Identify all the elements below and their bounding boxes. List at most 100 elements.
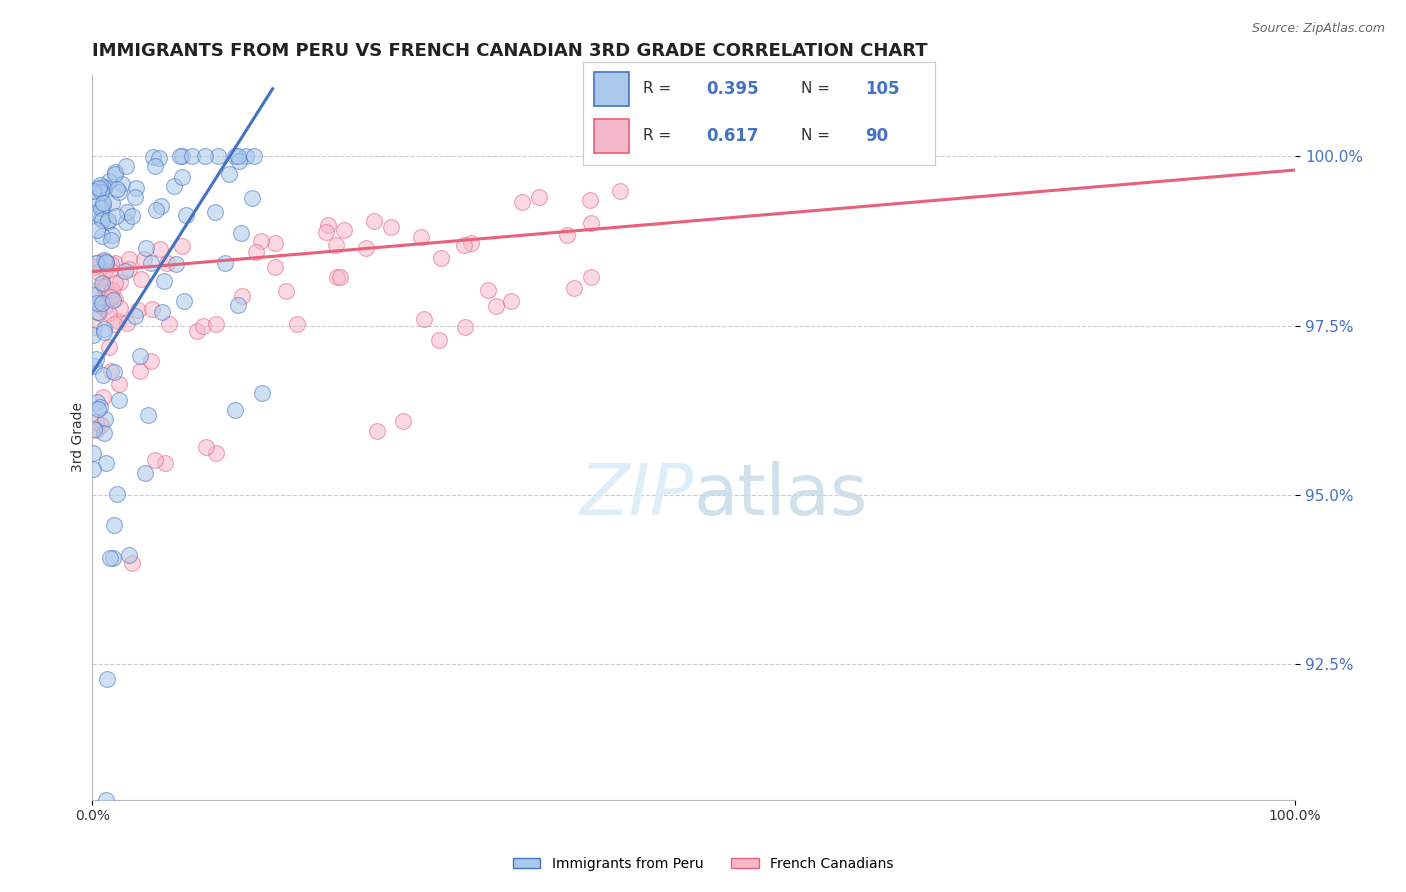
Immigrants from Peru <box>228 149 250 163</box>
French Canadians <box>97 291 120 305</box>
Immigrants from Peru <box>124 181 146 195</box>
Immigrants from Peru <box>148 151 170 165</box>
French Canadians <box>191 318 214 333</box>
French Canadians <box>363 214 385 228</box>
Immigrants from Peru <box>89 178 111 192</box>
Immigrants from Peru <box>104 209 127 223</box>
Immigrants from Peru <box>94 256 117 270</box>
French Canadians <box>205 445 228 459</box>
Immigrants from Peru <box>91 199 114 213</box>
French Canadians <box>392 415 415 429</box>
French Canadians <box>145 453 167 467</box>
French Canadians <box>108 275 131 289</box>
FancyBboxPatch shape <box>593 119 630 153</box>
French Canadians <box>231 289 253 303</box>
French Canadians <box>453 237 475 252</box>
Immigrants from Peru <box>129 349 152 363</box>
Text: 0.617: 0.617 <box>707 127 759 145</box>
French Canadians <box>477 283 499 297</box>
French Canadians <box>499 293 522 308</box>
French Canadians <box>97 306 120 320</box>
French Canadians <box>609 184 631 198</box>
French Canadians <box>555 227 578 242</box>
French Canadians <box>195 441 218 455</box>
French Canadians <box>186 324 208 338</box>
Immigrants from Peru <box>108 393 131 408</box>
Immigrants from Peru <box>89 400 111 414</box>
Immigrants from Peru <box>118 548 141 562</box>
French Canadians <box>412 311 434 326</box>
Immigrants from Peru <box>174 208 197 222</box>
French Canadians <box>94 263 117 277</box>
Immigrants from Peru <box>145 202 167 217</box>
Immigrants from Peru <box>87 182 110 196</box>
Immigrants from Peru <box>224 402 246 417</box>
Immigrants from Peru <box>86 351 108 366</box>
Immigrants from Peru <box>93 325 115 339</box>
French Canadians <box>127 302 149 317</box>
French Canadians <box>157 317 180 331</box>
Immigrants from Peru <box>153 273 176 287</box>
Immigrants from Peru <box>124 309 146 323</box>
Immigrants from Peru <box>172 149 194 163</box>
French Canadians <box>117 316 139 330</box>
Immigrants from Peru <box>240 191 263 205</box>
Y-axis label: 3rd Grade: 3rd Grade <box>72 402 86 473</box>
Immigrants from Peru <box>207 149 229 163</box>
Immigrants from Peru <box>124 190 146 204</box>
Immigrants from Peru <box>194 149 217 163</box>
French Canadians <box>108 376 131 391</box>
Immigrants from Peru <box>173 294 195 309</box>
French Canadians <box>485 299 508 313</box>
French Canadians <box>139 354 162 368</box>
Immigrants from Peru <box>165 257 187 271</box>
Immigrants from Peru <box>94 793 117 807</box>
Immigrants from Peru <box>83 287 105 301</box>
French Canadians <box>89 298 111 312</box>
Immigrants from Peru <box>93 425 115 440</box>
Immigrants from Peru <box>143 160 166 174</box>
Immigrants from Peru <box>83 206 105 220</box>
Immigrants from Peru <box>134 467 156 481</box>
Immigrants from Peru <box>96 672 118 686</box>
French Canadians <box>325 238 347 252</box>
Immigrants from Peru <box>83 422 105 436</box>
French Canadians <box>91 277 114 291</box>
Text: 0.395: 0.395 <box>707 79 759 97</box>
Immigrants from Peru <box>87 197 110 211</box>
French Canadians <box>155 255 177 269</box>
French Canadians <box>249 234 271 248</box>
French Canadians <box>86 423 108 437</box>
Immigrants from Peru <box>101 551 124 566</box>
Immigrants from Peru <box>235 149 257 163</box>
Immigrants from Peru <box>93 180 115 194</box>
Immigrants from Peru <box>100 227 122 242</box>
French Canadians <box>429 251 451 265</box>
Immigrants from Peru <box>181 149 204 163</box>
Immigrants from Peru <box>204 204 226 219</box>
Immigrants from Peru <box>114 263 136 277</box>
Immigrants from Peru <box>150 305 173 319</box>
Immigrants from Peru <box>82 328 104 343</box>
French Canadians <box>129 364 152 378</box>
Text: R =: R = <box>644 128 676 144</box>
French Canadians <box>366 424 388 438</box>
French Canadians <box>453 320 475 334</box>
Immigrants from Peru <box>96 215 118 229</box>
Immigrants from Peru <box>90 201 112 215</box>
French Canadians <box>117 261 139 276</box>
French Canadians <box>91 390 114 404</box>
French Canadians <box>86 415 108 429</box>
FancyBboxPatch shape <box>593 71 630 105</box>
French Canadians <box>380 220 402 235</box>
French Canadians <box>86 265 108 279</box>
French Canadians <box>94 283 117 297</box>
Immigrants from Peru <box>101 196 124 211</box>
Immigrants from Peru <box>218 167 240 181</box>
French Canadians <box>153 457 176 471</box>
Immigrants from Peru <box>94 255 117 269</box>
Immigrants from Peru <box>87 181 110 195</box>
Immigrants from Peru <box>86 395 108 409</box>
Immigrants from Peru <box>105 182 128 196</box>
French Canadians <box>104 256 127 270</box>
